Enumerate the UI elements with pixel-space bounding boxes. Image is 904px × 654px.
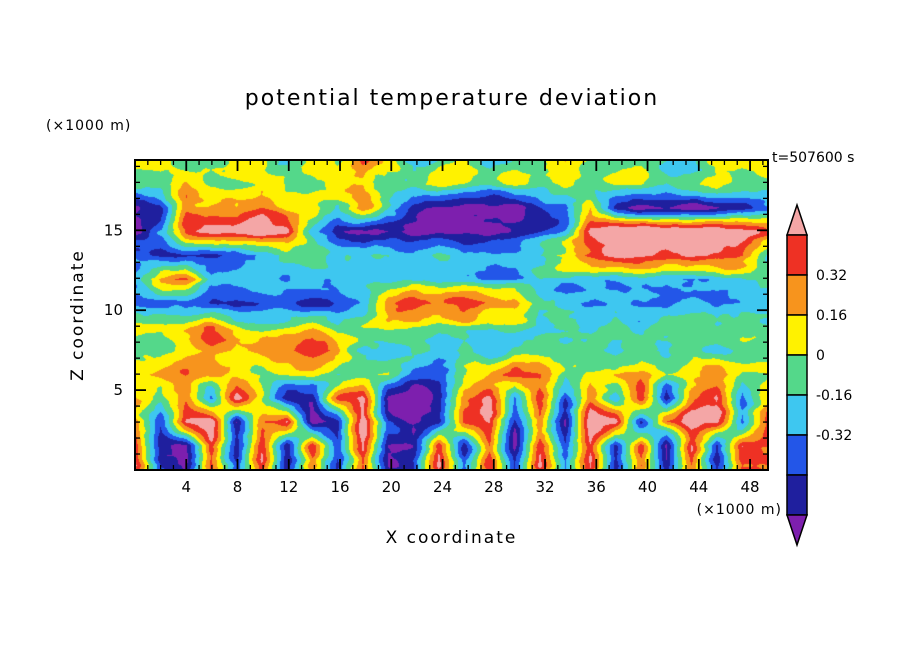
x-tick-label: 32 bbox=[535, 478, 554, 496]
x-tick-label: 36 bbox=[587, 478, 606, 496]
colorbar-segment bbox=[786, 234, 808, 276]
colorbar-top-arrow bbox=[785, 202, 809, 236]
colorbar-bottom-arrow bbox=[785, 514, 809, 548]
colorbar-segment bbox=[786, 274, 808, 316]
colorbar-segment bbox=[786, 474, 808, 516]
x-axis-label: X coordinate bbox=[385, 528, 518, 548]
x-tick-label: 12 bbox=[279, 478, 298, 496]
colorbar-label: -0.32 bbox=[816, 428, 852, 444]
x-tick-label: 20 bbox=[382, 478, 401, 496]
x-axis-units: (×1000 m) bbox=[696, 502, 782, 518]
time-label: t=507600 s bbox=[772, 150, 855, 166]
colorbar-segment bbox=[786, 354, 808, 396]
z-axis-units: (×1000 m) bbox=[46, 118, 132, 134]
x-tick-label: 48 bbox=[741, 478, 760, 496]
x-tick-label: 40 bbox=[638, 478, 657, 496]
colorbar-label: -0.16 bbox=[816, 388, 852, 404]
x-tick-label: 4 bbox=[181, 478, 191, 496]
x-tick-label: 8 bbox=[233, 478, 243, 496]
x-tick-label: 24 bbox=[433, 478, 452, 496]
z-tick-label: 5 bbox=[113, 381, 123, 399]
z-tick-label: 15 bbox=[104, 221, 123, 239]
plot-title: potential temperature deviation bbox=[244, 86, 660, 111]
colorbar-segment bbox=[786, 434, 808, 476]
colorbar-segment bbox=[786, 314, 808, 356]
colorbar-label: 0.32 bbox=[816, 268, 847, 284]
colorbar-label: 0 bbox=[816, 348, 825, 364]
contour-field-plot bbox=[135, 160, 768, 470]
z-axis-label: Z coordinate bbox=[68, 249, 88, 381]
x-tick-label: 28 bbox=[484, 478, 503, 496]
x-tick-label: 44 bbox=[689, 478, 708, 496]
z-tick-label: 10 bbox=[104, 301, 123, 319]
colorbar-label: 0.16 bbox=[816, 308, 847, 324]
colorbar-segment bbox=[786, 394, 808, 436]
x-tick-label: 16 bbox=[330, 478, 349, 496]
